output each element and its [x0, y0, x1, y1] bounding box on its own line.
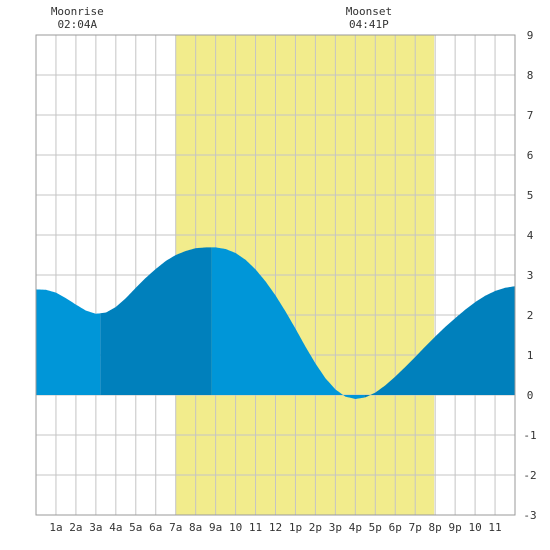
x-tick-label: 1p [289, 521, 302, 534]
x-tick-label: 8p [429, 521, 442, 534]
x-tick-label: 9p [449, 521, 462, 534]
x-tick-label: 11 [488, 521, 501, 534]
tide-area-segment-1 [36, 289, 101, 395]
y-tick-label: 5 [527, 189, 534, 202]
tide-area-segment-3 [211, 247, 365, 399]
y-tick-label: 8 [527, 69, 534, 82]
y-tick-label: 6 [527, 149, 534, 162]
tide-area-segment-4 [364, 286, 515, 398]
plot-frame [35, 34, 516, 516]
x-tick-label: 2p [309, 521, 322, 534]
moonrise-time: 02:04A [57, 18, 97, 31]
x-tick-label: 7a [169, 521, 182, 534]
y-tick-label: 7 [527, 109, 534, 122]
x-tick-label: 10 [468, 521, 481, 534]
y-tick-label: -1 [523, 429, 536, 442]
x-tick-label: 4a [109, 521, 122, 534]
x-tick-label: 6a [149, 521, 162, 534]
y-tick-label: 3 [527, 269, 534, 282]
x-tick-label: 8a [189, 521, 202, 534]
x-tick-label: 3a [89, 521, 102, 534]
x-tick-label: 2a [69, 521, 82, 534]
y-tick-label: 2 [527, 309, 534, 322]
y-tick-label: 9 [527, 29, 534, 42]
x-tick-label: 5a [129, 521, 142, 534]
x-tick-label: 7p [409, 521, 422, 534]
y-tick-label: 4 [527, 229, 534, 242]
moonset-label: Moonset [346, 5, 392, 18]
x-tick-label: 12 [269, 521, 282, 534]
y-tick-label: 1 [527, 349, 534, 362]
x-tick-label: 4p [349, 521, 362, 534]
tide-area-segment-2 [100, 247, 212, 395]
y-tick-label: 0 [527, 389, 534, 402]
moonset-time: 04:41P [349, 18, 389, 31]
x-tick-label: 3p [329, 521, 342, 534]
y-tick-label: -3 [523, 509, 536, 522]
x-tick-label: 10 [229, 521, 242, 534]
moonrise-label: Moonrise [51, 5, 104, 18]
x-tick-label: 1a [49, 521, 62, 534]
x-tick-label: 5p [369, 521, 382, 534]
x-tick-label: 11 [249, 521, 262, 534]
x-tick-label: 6p [389, 521, 402, 534]
x-tick-label: 9a [209, 521, 222, 534]
y-tick-label: -2 [523, 469, 536, 482]
